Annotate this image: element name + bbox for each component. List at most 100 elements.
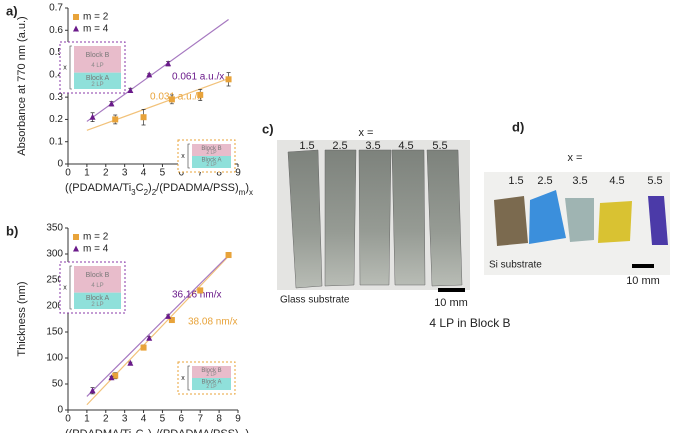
y-tick-label: 0.1 xyxy=(49,136,63,147)
block-a xyxy=(192,378,231,390)
y-tick-label: 250 xyxy=(46,275,63,286)
marker xyxy=(108,100,115,107)
block-b-label: Block B xyxy=(86,52,110,59)
si-piece xyxy=(648,196,668,245)
y-tick-label: 50 xyxy=(52,379,64,390)
x-tick-label: 6 xyxy=(179,414,185,425)
x-tick-label: 4 xyxy=(141,168,147,179)
panel-label: d) xyxy=(512,119,524,134)
y-tick-label: 150 xyxy=(46,327,63,338)
x-value: 2.5 xyxy=(332,140,347,152)
x-value: 3.5 xyxy=(572,175,587,187)
block-b-lp: 4 LP xyxy=(91,63,103,69)
y-tick-label: 0.2 xyxy=(49,114,63,125)
x-axis-title-part: ) xyxy=(245,428,249,433)
block-b-label: Block B xyxy=(201,368,221,374)
x-axis-title-part: C xyxy=(136,428,144,433)
marker xyxy=(140,344,147,351)
slope-label: 0.061 a.u./x xyxy=(172,72,224,83)
x-axis-title-part: /(PDADMA/PSS) xyxy=(156,428,239,433)
block-a xyxy=(192,156,231,168)
x-axis-title-part: 2 xyxy=(144,188,149,197)
x-tick-label: 5 xyxy=(160,414,166,425)
marker xyxy=(127,359,134,366)
marker xyxy=(165,312,172,319)
block-b-lp: 2 LP xyxy=(206,150,217,156)
glass-strip xyxy=(324,149,357,287)
marker xyxy=(165,60,172,67)
marker xyxy=(146,334,153,341)
marker xyxy=(89,387,96,394)
slope-label: 0.031 a.u./x xyxy=(150,92,202,103)
x-tick-label: 8 xyxy=(216,414,222,425)
caption: 4 LP in Block B xyxy=(429,316,510,330)
x-value: 5.5 xyxy=(432,140,447,152)
x-axis-title-part: m xyxy=(239,188,246,197)
marker xyxy=(146,71,153,78)
inset-bracket xyxy=(187,365,190,391)
x-value: 3.5 xyxy=(365,140,380,152)
glass-strip xyxy=(358,149,392,286)
fit-line xyxy=(86,77,229,131)
block-b-label: Block B xyxy=(201,146,221,152)
y-tick-label: 0 xyxy=(57,405,63,416)
legend-label: m = 2 xyxy=(83,232,109,243)
scale-bar-label: 10 mm xyxy=(626,275,660,287)
x-axis-title-part: ((PDADMA/Ti xyxy=(65,182,131,194)
y-axis-title: Thickness (nm) xyxy=(16,281,28,356)
legend-marker xyxy=(73,245,79,252)
block-b-lp: 2 LP xyxy=(206,372,217,378)
block-a-lp: 2 LP xyxy=(206,162,217,168)
marker xyxy=(168,96,175,103)
x-tick-label: 2 xyxy=(103,414,109,425)
block-b xyxy=(192,366,231,378)
block-a-lp: 2 LP xyxy=(206,384,217,390)
x-axis-title-part: ) xyxy=(148,182,152,194)
x-tick-label: 8 xyxy=(216,168,222,179)
legend-marker xyxy=(73,234,79,240)
legend-label: m = 4 xyxy=(83,24,109,35)
x-tick-label: 4 xyxy=(141,414,147,425)
x-tick-label: 0 xyxy=(65,168,71,179)
block-a-label: Block A xyxy=(201,380,221,386)
x-value: 1.5 xyxy=(299,140,314,152)
block-a xyxy=(74,72,121,89)
x-axis-title-part: ) xyxy=(148,428,152,433)
x-header: x = xyxy=(359,127,374,139)
x-axis-title-part: ) xyxy=(245,182,249,194)
x-tick-label: 1 xyxy=(84,414,90,425)
x-axis-title-part: x xyxy=(249,188,253,197)
slope-label: 36.16 nm/x xyxy=(172,290,221,301)
glass-strip xyxy=(287,149,323,289)
x-value: 4.5 xyxy=(609,175,624,187)
y-tick-label: 300 xyxy=(46,249,63,260)
substrate-label: Glass substrate xyxy=(280,295,350,306)
si-piece xyxy=(494,196,528,246)
inset-bracket xyxy=(187,143,190,169)
y-tick-label: 0.6 xyxy=(49,25,63,36)
inset-repeat: x xyxy=(181,375,185,382)
y-tick-label: 0 xyxy=(57,159,63,170)
fit-line xyxy=(86,254,229,397)
legend-marker xyxy=(73,25,79,32)
legend-label: m = 4 xyxy=(83,244,109,255)
glass-strip xyxy=(426,149,463,287)
x-value: 2.5 xyxy=(537,175,552,187)
y-tick-label: 350 xyxy=(46,223,63,234)
x-tick-label: 1 xyxy=(84,168,90,179)
inset-bracket xyxy=(69,265,72,310)
y-tick-label: 0.5 xyxy=(49,47,63,58)
si-piece xyxy=(565,198,594,242)
marker xyxy=(197,287,204,294)
x-tick-label: 9 xyxy=(235,414,241,425)
x-axis-title: ((PDADMA/Ti3C2)2/(PDADMA/PSS)m)x xyxy=(65,182,253,197)
block-b-lp: 4 LP xyxy=(91,283,103,289)
block-a xyxy=(74,292,121,309)
x-tick-label: 5 xyxy=(160,168,166,179)
scale-bar xyxy=(632,264,654,268)
scale-bar xyxy=(438,288,465,292)
y-tick-label: 0.4 xyxy=(49,69,63,80)
x-tick-label: 3 xyxy=(122,414,128,425)
marker xyxy=(127,86,134,93)
marker xyxy=(140,114,147,121)
